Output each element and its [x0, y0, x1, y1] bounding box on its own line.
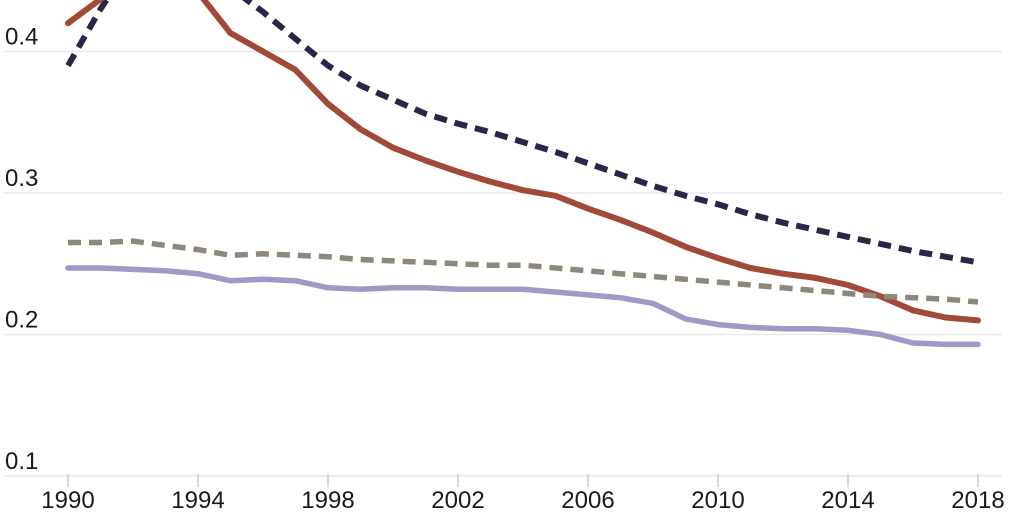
x-axis-label: 2014: [821, 487, 874, 512]
x-axis-label: 2018: [951, 487, 1004, 512]
y-axis-label: 0.4: [5, 24, 38, 51]
x-axis-label: 1998: [301, 487, 354, 512]
purple-solid-line: [65, 265, 981, 348]
series-lines-group: [65, 0, 981, 348]
gridlines-group: [4, 50, 1002, 477]
x-axis-labels-group: 1990 1994 1998 2002 2006 2010 2014 2018: [41, 487, 1004, 512]
x-axis-label: 1990: [41, 487, 94, 512]
y-axis-label: 0.2: [5, 307, 38, 334]
y-axis-labels-group: 0.4 0.3 0.2 0.1: [5, 24, 38, 476]
navy-dashed-line: [65, 0, 979, 266]
x-axis-label: 2002: [431, 487, 484, 512]
gray-dashed-line: [68, 238, 979, 305]
x-axis-label: 2006: [561, 487, 614, 512]
x-axis-label: 1994: [171, 487, 224, 512]
x-axis-label: 2010: [691, 487, 744, 512]
y-axis-label: 0.1: [5, 448, 38, 475]
y-axis-label: 0.3: [5, 165, 38, 192]
red-solid-line: [65, 0, 981, 324]
x-axis-tickmarks-group: [67, 474, 979, 487]
